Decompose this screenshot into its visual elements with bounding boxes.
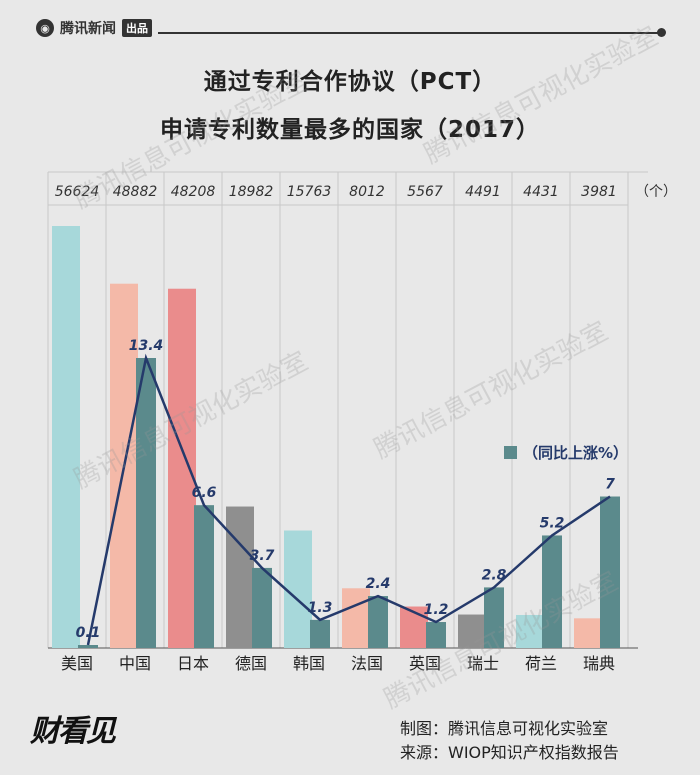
chart-legend: （同比上涨%）: [504, 442, 628, 463]
caikanjian-logo: 财看见: [30, 714, 116, 749]
growth-line: [86, 353, 611, 646]
category-label: 中国: [119, 654, 151, 673]
logo-brand: 腾讯新闻: [60, 21, 116, 37]
logo-badge: 出品: [122, 19, 152, 37]
count-value-label: 4431: [523, 184, 559, 200]
growth-bar: [600, 496, 620, 648]
growth-value-label: 1.2: [424, 602, 449, 618]
category-label: 美国: [61, 654, 93, 673]
category-label: 日本: [177, 654, 209, 673]
growth-bar: [136, 358, 156, 648]
category-label: 法国: [351, 654, 383, 673]
count-value-label: 8012: [349, 184, 385, 200]
tencent-news-logo: ◉ 腾讯新闻 出品: [36, 18, 152, 38]
count-value-label: 56624: [55, 184, 100, 200]
header-rule-dot: [657, 28, 666, 37]
growth-bar: [310, 619, 330, 648]
growth-value-label: 13.4: [129, 338, 164, 354]
chart-title-line1: 通过专利合作协议（PCT）: [203, 69, 497, 95]
growth-bar: [368, 596, 388, 648]
growth-bar: [426, 622, 446, 648]
legend-label: （同比上涨%）: [523, 444, 629, 462]
growth-bar: [542, 535, 562, 648]
growth-bar: [484, 587, 504, 648]
count-bar: [574, 618, 602, 648]
growth-value-label: 2.4: [366, 576, 391, 592]
count-value-label: 4491: [465, 184, 501, 200]
category-label: 韩国: [293, 654, 325, 673]
chart-title-line2: 申请专利数量最多的国家（2017）: [159, 117, 540, 143]
category-label: 德国: [235, 654, 267, 673]
count-value-label: 48208: [171, 184, 216, 200]
growth-value-label: 3.7: [250, 548, 275, 564]
growth-value-label: 0.1: [76, 625, 101, 641]
count-value-label: 3981: [581, 184, 617, 200]
count-bar: [52, 226, 80, 648]
growth-value-label: 7: [605, 477, 615, 493]
count-bar: [284, 530, 312, 648]
legend-swatch: [504, 446, 517, 459]
count-bar: [516, 614, 544, 648]
count-bar: [226, 506, 254, 648]
category-label: 荷兰: [525, 654, 557, 673]
count-bar: [168, 288, 196, 648]
category-label: 瑞典: [583, 654, 615, 673]
logo-icon: ◉: [36, 19, 54, 37]
count-value-label: 5567: [407, 184, 443, 200]
growth-value-label: 2.8: [482, 567, 507, 583]
growth-bar: [194, 505, 214, 648]
growth-value-label: 5.2: [540, 515, 565, 531]
unit-label: （个）: [635, 184, 677, 200]
credit-source: 来源：WIOP知识产权指数报告: [400, 743, 619, 762]
category-label: 英国: [409, 654, 441, 673]
growth-bar: [78, 645, 98, 648]
count-value-label: 15763: [287, 184, 332, 200]
credit-maker: 制图：腾讯信息可视化实验室: [400, 719, 609, 738]
count-bar: [458, 614, 486, 648]
count-value-label: 48882: [113, 184, 158, 200]
header-rule: [158, 32, 663, 34]
growth-bar: [252, 567, 272, 648]
count-bar: [342, 588, 370, 648]
count-value-label: 18982: [229, 184, 274, 200]
growth-value-label: 6.6: [192, 485, 217, 501]
growth-value-label: 1.3: [308, 600, 333, 616]
category-label: 瑞士: [467, 654, 499, 673]
